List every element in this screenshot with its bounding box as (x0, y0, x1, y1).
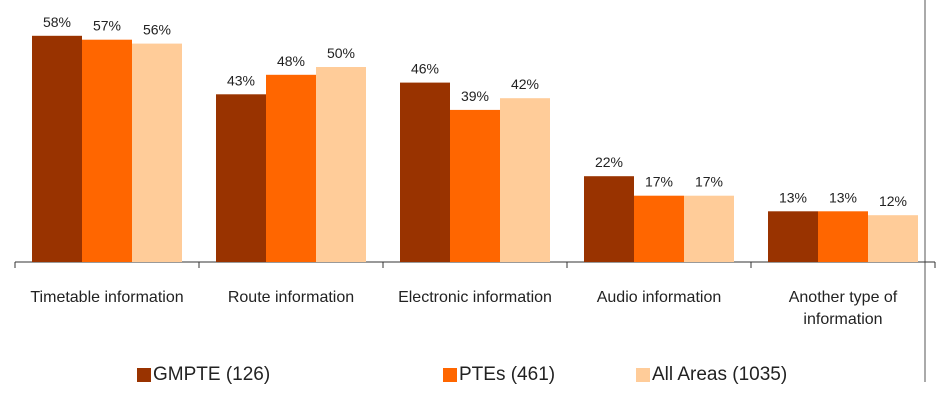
legend-label: All Areas (1035) (652, 364, 788, 385)
bar (684, 195, 734, 262)
x-tick-label: Electronic information (398, 289, 552, 306)
x-tick-label: Audio information (596, 289, 722, 306)
bar (818, 211, 868, 262)
data-label: 13% (779, 189, 807, 205)
data-label: 56% (143, 22, 171, 38)
bar (868, 215, 918, 262)
legend-swatch (137, 368, 151, 382)
legend-swatch (636, 368, 650, 382)
data-label: 57% (93, 18, 121, 34)
legend-item: GMPTE (126) (137, 364, 270, 386)
data-label: 13% (829, 189, 857, 205)
bar (500, 98, 550, 262)
legend-item: All Areas (1035) (636, 364, 787, 386)
data-label: 58% (43, 14, 71, 30)
bar (216, 94, 266, 262)
data-label: 39% (461, 88, 489, 104)
data-label: 22% (595, 154, 623, 170)
bar (132, 43, 182, 262)
x-tick-label: Timetable information (30, 289, 184, 306)
legend-swatch (443, 368, 457, 382)
legend-label: GMPTE (126) (153, 364, 271, 385)
bar (266, 74, 316, 262)
data-label: 48% (277, 53, 305, 69)
data-label: 17% (695, 174, 723, 190)
data-label: 17% (645, 174, 673, 190)
legend-label: PTEs (461) (459, 364, 556, 385)
data-label: 50% (327, 45, 355, 61)
bar (584, 176, 634, 262)
data-label: 43% (227, 72, 255, 88)
bar (450, 109, 500, 263)
bar (634, 195, 684, 262)
bar (768, 211, 818, 262)
data-label: 42% (511, 76, 539, 92)
bar (32, 35, 82, 262)
data-label: 12% (879, 193, 907, 209)
bar (82, 39, 132, 263)
bar (400, 82, 450, 262)
x-tick-label: Another type of information (788, 289, 898, 328)
legend-item: PTEs (461) (443, 364, 555, 386)
data-label: 46% (411, 61, 439, 77)
x-tick-label: Route information (227, 289, 355, 306)
bar (316, 67, 366, 262)
